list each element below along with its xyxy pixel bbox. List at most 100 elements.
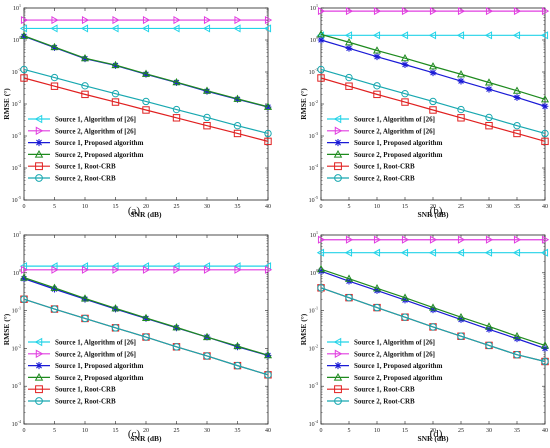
data-point <box>485 341 493 350</box>
y-tick-label: 10-5 <box>12 195 21 204</box>
data-point <box>203 352 211 360</box>
data-point <box>512 331 522 340</box>
x-tick-label: 30 <box>486 428 492 434</box>
data-point <box>141 313 151 321</box>
data-point <box>20 65 28 74</box>
data-point <box>457 235 466 244</box>
data-point <box>264 265 273 274</box>
data-point <box>513 235 522 244</box>
data-point <box>172 77 181 86</box>
y-tick-label: 10-3 <box>309 131 318 140</box>
legend-marker <box>334 139 342 147</box>
y-tick-label: 101 <box>310 230 318 239</box>
data-point <box>81 295 89 303</box>
x-tick-label: 25 <box>174 204 180 210</box>
data-point <box>401 235 410 244</box>
x-axis-label: SNR (dB) <box>417 210 449 219</box>
data-point <box>50 82 59 90</box>
data-point <box>429 235 438 244</box>
x-tick-label: 5 <box>53 204 56 210</box>
series-6 <box>20 295 272 379</box>
y-tick-label: 10-3 <box>309 381 318 390</box>
x-tick-label: 40 <box>542 428 548 434</box>
plot-area <box>23 7 269 201</box>
y-axis-label: RMSE (°) <box>299 88 308 120</box>
x-tick-label: 0 <box>23 204 26 210</box>
series-1 <box>316 248 549 257</box>
data-point <box>429 69 437 77</box>
data-point <box>541 7 550 16</box>
data-point <box>456 31 465 40</box>
legend-entry: Source 1, Proposed algorithm <box>55 139 144 147</box>
data-point <box>80 294 90 302</box>
data-point <box>317 65 325 74</box>
data-point <box>264 103 272 111</box>
data-point <box>111 24 119 33</box>
legend-marker <box>334 397 342 405</box>
data-point <box>20 16 29 25</box>
series-line <box>320 77 546 142</box>
y-tick-label: 101 <box>310 3 318 12</box>
legend-entry: Source 1, Root-CRB <box>55 386 116 394</box>
y-tick-label: 101 <box>13 230 21 239</box>
data-point <box>233 341 242 350</box>
data-point <box>429 7 438 16</box>
data-point <box>484 31 493 40</box>
data-point <box>112 305 119 313</box>
series-line <box>23 298 269 376</box>
data-point <box>429 106 437 114</box>
data-point <box>20 74 28 82</box>
legend-marker <box>35 126 44 136</box>
legend-marker <box>34 337 43 347</box>
data-point <box>203 121 211 130</box>
y-tick-label: 10-1 <box>12 67 21 76</box>
x-tick-label: 35 <box>235 204 241 210</box>
x-tick-label: 30 <box>204 428 210 434</box>
y-tick-label: 10-1 <box>12 306 21 315</box>
data-point <box>485 7 494 16</box>
legend-entry: Source 2, Root-CRB <box>55 175 116 183</box>
y-tick-label: 100 <box>13 35 21 44</box>
series-line <box>320 68 546 135</box>
data-point <box>202 24 211 33</box>
data-point <box>457 7 466 16</box>
legend-entry: Source 2, Root-CRB <box>354 175 415 183</box>
x-axis-label: SNR (dB) <box>130 434 162 443</box>
data-point <box>173 16 181 25</box>
x-tick-label: 25 <box>174 428 180 434</box>
y-tick-label: 10-2 <box>12 99 21 108</box>
data-point <box>456 70 466 78</box>
data-point <box>484 248 493 257</box>
legend-marker <box>334 349 343 359</box>
data-point <box>400 31 409 40</box>
y-tick-label: 10-4 <box>309 163 318 172</box>
data-point <box>485 85 493 93</box>
legend-marker <box>35 139 43 147</box>
panel-caption: (b) <box>430 205 443 217</box>
data-point <box>233 121 242 130</box>
x-axis-label: SNR (dB) <box>417 434 449 443</box>
legend: Source 1, Algorithm of [26] Source 2, Alg… <box>28 337 144 406</box>
data-point <box>513 129 521 138</box>
x-tick-label: 0 <box>320 428 323 434</box>
series-line <box>320 33 546 100</box>
x-tick-label: 10 <box>82 428 88 434</box>
y-axis-label: RMSE (°) <box>2 88 11 120</box>
data-point <box>457 332 465 340</box>
panel-caption: (d) <box>430 428 443 440</box>
data-point <box>50 42 59 51</box>
data-point <box>202 86 212 94</box>
data-point <box>81 90 89 99</box>
data-point <box>19 273 29 281</box>
data-point <box>345 7 354 16</box>
data-point <box>263 102 273 110</box>
data-point <box>233 24 241 33</box>
data-point <box>172 323 181 331</box>
data-point <box>234 343 241 351</box>
legend-marker <box>35 349 44 359</box>
data-point <box>541 137 549 146</box>
chart-panel-3: 0 5 10 15 20 25 30 35 40 101 100 10-1 10-2 10-3 10-4 SN… <box>2 230 273 443</box>
data-point <box>142 265 151 274</box>
data-point <box>400 248 409 257</box>
data-point <box>80 53 90 62</box>
